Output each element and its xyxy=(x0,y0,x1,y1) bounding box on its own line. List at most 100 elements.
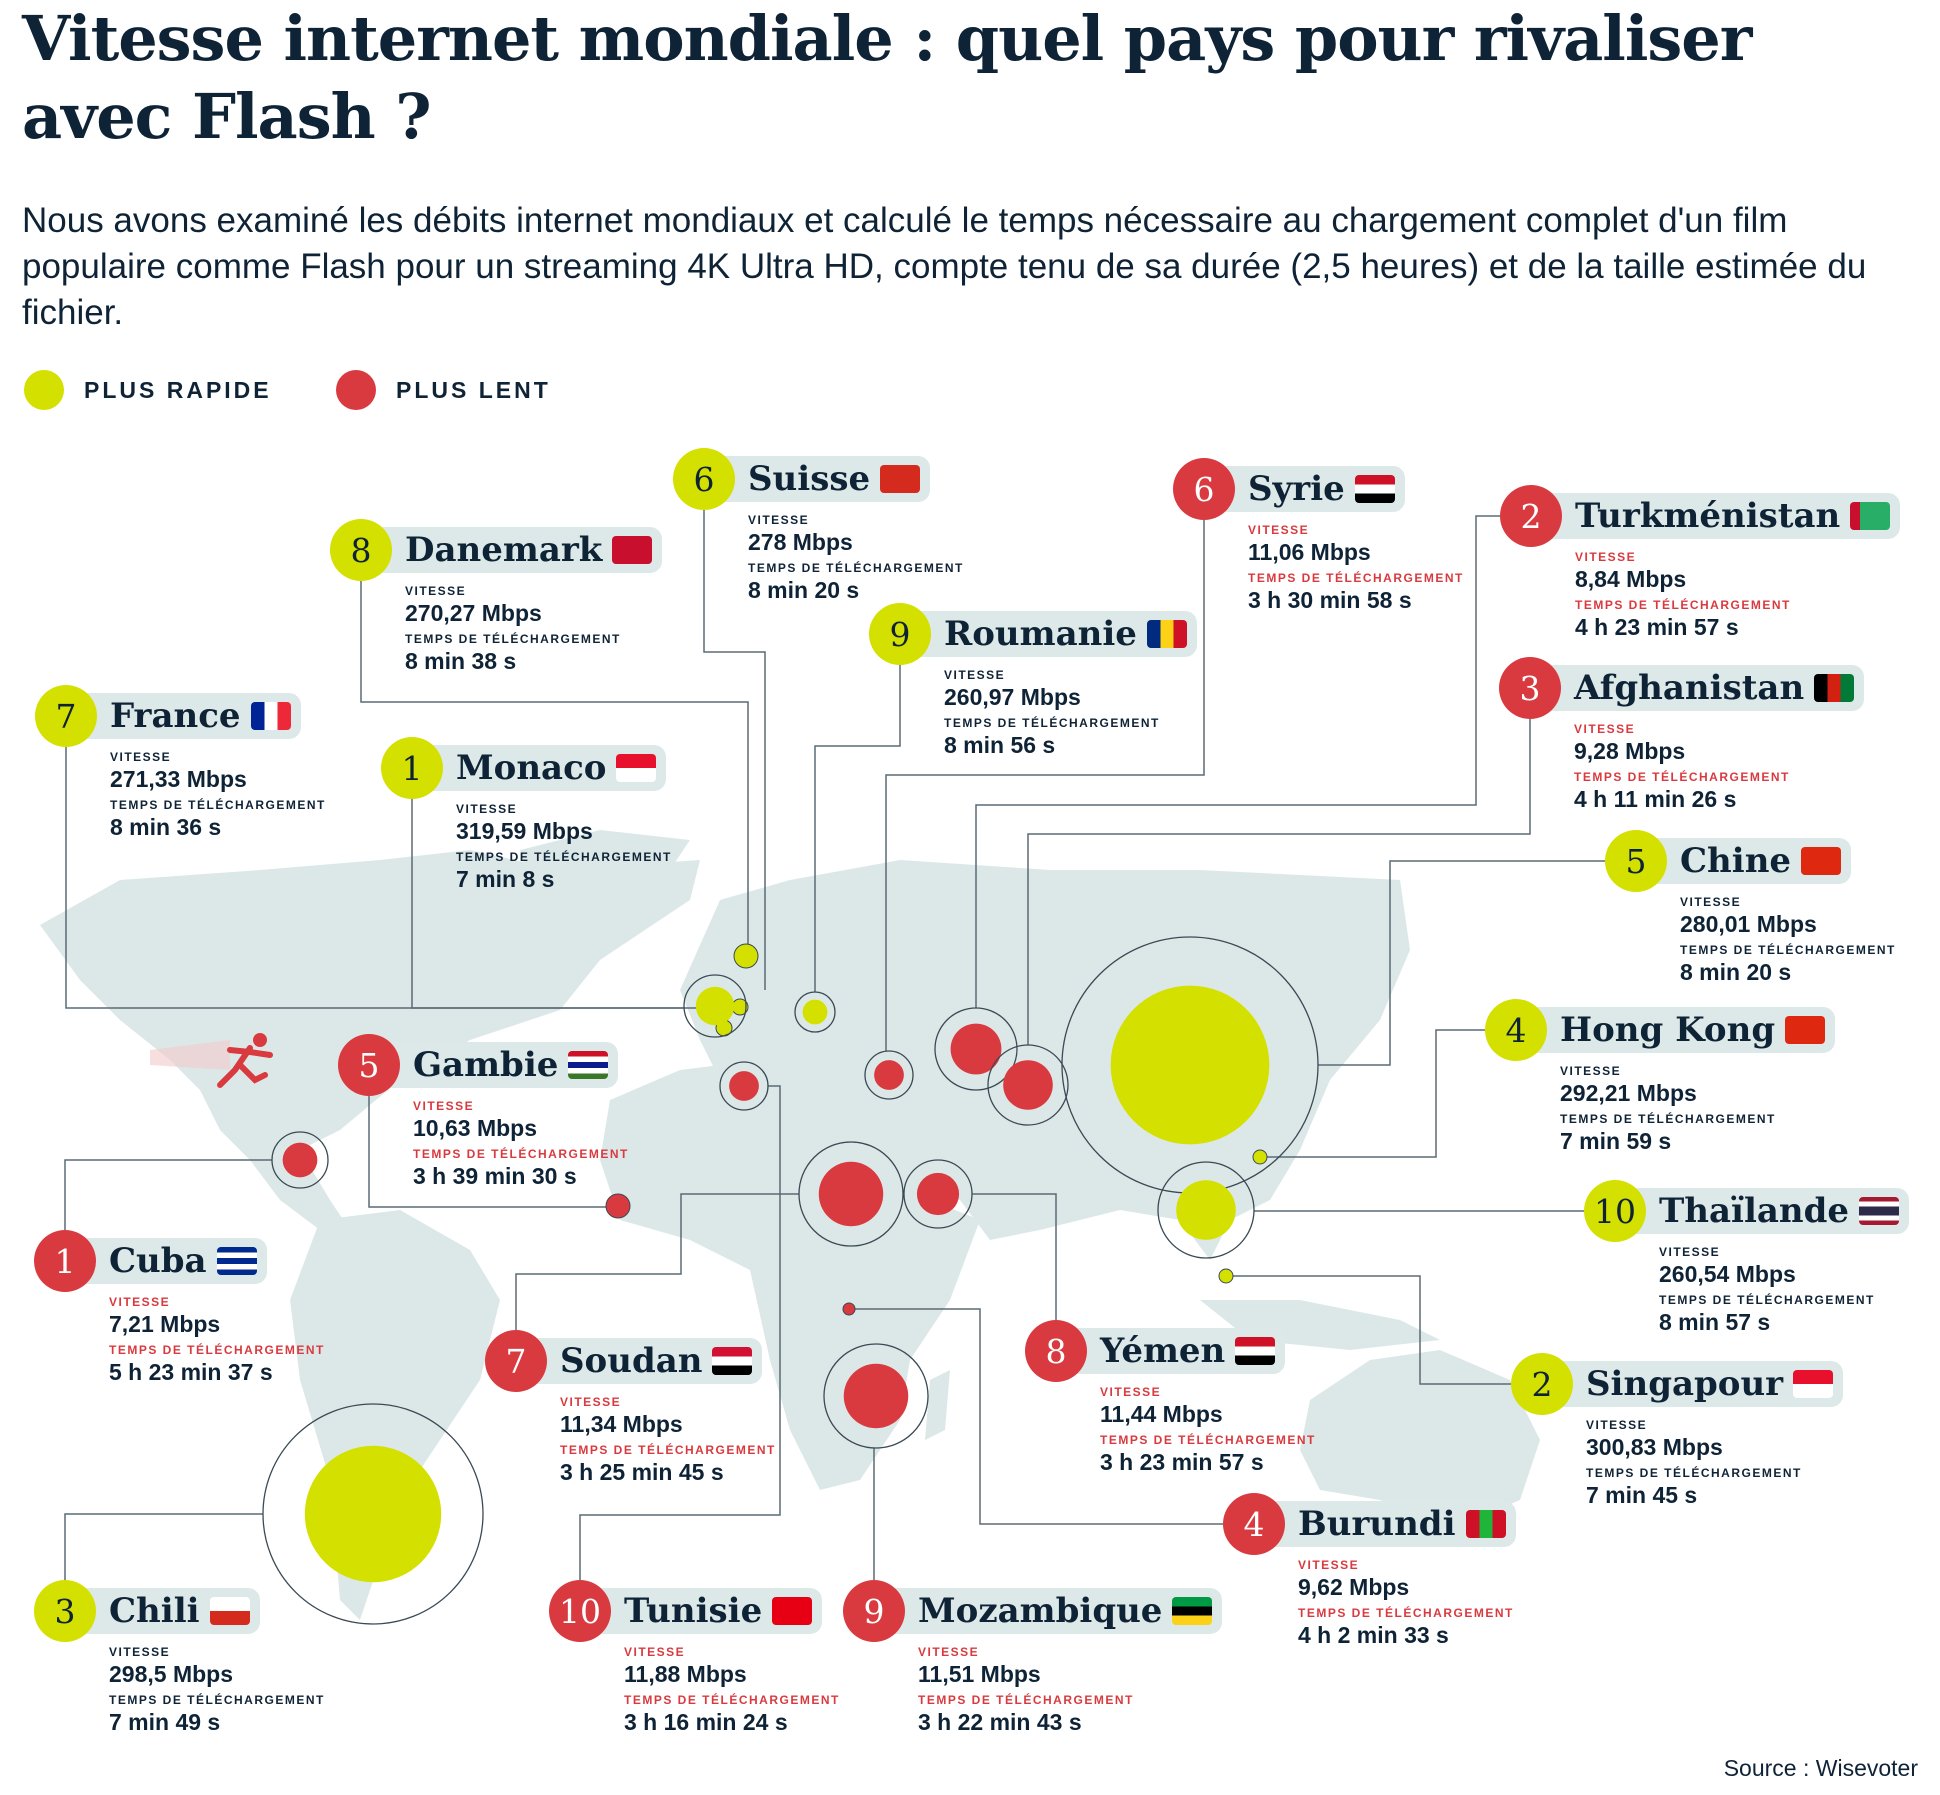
land-madagascar xyxy=(925,1370,950,1440)
land-greenland xyxy=(520,830,690,930)
country-name: Tunisie xyxy=(624,1591,763,1631)
rank-badge: 3 xyxy=(34,1580,96,1642)
country-shape-singapour xyxy=(1218,1268,1234,1284)
speed-value: 270,27 Mbps xyxy=(405,600,542,626)
time-label: TEMPS DE TÉLÉCHARGEMENT xyxy=(748,561,964,575)
time-label: TEMPS DE TÉLÉCHARGEMENT xyxy=(1248,571,1464,585)
legend-fast-label: PLUS RAPIDE xyxy=(84,376,272,403)
red-dot-icon xyxy=(336,370,376,410)
time-label: TEMPS DE TÉLÉCHARGEMENT xyxy=(405,632,621,646)
time-value: 3 h 30 min 58 s xyxy=(1248,587,1412,613)
time-label: TEMPS DE TÉLÉCHARGEMENT xyxy=(110,798,326,812)
country-shape-roumanie xyxy=(802,999,828,1025)
time-label: TEMPS DE TÉLÉCHARGEMENT xyxy=(1680,943,1896,957)
country-shape-gambie xyxy=(605,1193,631,1219)
country-stats: VITESSE 9,28 Mbps TEMPS DE TÉLÉCHARGEMEN… xyxy=(1574,721,1790,817)
speed-value: 278 Mbps xyxy=(748,529,853,555)
speed-label: VITESSE xyxy=(110,750,172,764)
rank-badge: 9 xyxy=(869,603,931,665)
flag-icon xyxy=(209,1597,250,1625)
country-name: Danemark xyxy=(405,530,603,570)
flag-icon xyxy=(1850,502,1891,530)
time-value: 8 min 36 s xyxy=(110,814,222,840)
speed-label: VITESSE xyxy=(413,1099,475,1113)
flag-icon xyxy=(1354,475,1395,503)
country-label: Roumanie xyxy=(900,611,1197,657)
speed-value: 9,28 Mbps xyxy=(1574,738,1686,764)
country-name: Afghanistan xyxy=(1574,668,1805,708)
time-value: 3 h 23 min 57 s xyxy=(1100,1449,1264,1475)
connector-singapour xyxy=(1233,1275,1511,1385)
country-stats: VITESSE 319,59 Mbps TEMPS DE TÉLÉCHARGEM… xyxy=(456,801,672,897)
intro-text: Nous avons examiné les débits internet m… xyxy=(22,201,1867,332)
rank-badge: 4 xyxy=(1223,1493,1285,1555)
speed-label: VITESSE xyxy=(1659,1245,1721,1259)
time-value: 3 h 22 min 43 s xyxy=(918,1709,1082,1735)
zoom-ring-mozambique xyxy=(823,1343,929,1449)
country-label: France xyxy=(66,693,301,739)
connector-tunisie xyxy=(579,1085,781,1580)
country-stats: VITESSE 300,83 Mbps TEMPS DE TÉLÉCHARGEM… xyxy=(1586,1417,1802,1513)
time-value: 3 h 16 min 24 s xyxy=(624,1709,788,1735)
speed-label: VITESSE xyxy=(944,668,1006,682)
country-name: Syrie xyxy=(1248,469,1345,509)
country-stats: VITESSE 11,51 Mbps TEMPS DE TÉLÉCHARGEME… xyxy=(918,1644,1134,1740)
flag-icon xyxy=(1793,1370,1834,1398)
country-name: Hong Kong xyxy=(1560,1010,1776,1050)
speed-label: VITESSE xyxy=(1248,523,1310,537)
country-shape-france xyxy=(695,986,735,1026)
country-shape-thailande xyxy=(1176,1180,1236,1240)
country-label: Cuba xyxy=(65,1238,267,1284)
zoom-ring-syrie xyxy=(864,1050,914,1100)
country-name: Thaïlande xyxy=(1659,1191,1850,1231)
speed-label: VITESSE xyxy=(624,1645,686,1659)
flag-icon xyxy=(616,754,657,782)
rank-badge: 4 xyxy=(1485,999,1547,1061)
legend-slow: PLUS LENT xyxy=(336,370,551,410)
connector-chine xyxy=(1318,860,1605,1066)
zoom-ring-roumanie xyxy=(794,991,836,1033)
legend-fast: PLUS RAPIDE xyxy=(24,370,272,410)
land-north-america xyxy=(40,850,700,1160)
time-label: TEMPS DE TÉLÉCHARGEMENT xyxy=(1575,598,1791,612)
rank-badge: 1 xyxy=(381,737,443,799)
speed-value: 10,63 Mbps xyxy=(413,1115,537,1141)
country-stats: VITESSE 298,5 Mbps TEMPS DE TÉLÉCHARGEME… xyxy=(109,1644,325,1740)
land-central-america xyxy=(250,1150,350,1230)
flag-icon xyxy=(1801,847,1842,875)
country-shape-soudan xyxy=(818,1161,884,1227)
country-label: Singapour xyxy=(1542,1361,1844,1407)
rank-badge: 7 xyxy=(35,685,97,747)
speed-label: VITESSE xyxy=(1680,895,1742,909)
time-value: 5 h 23 min 37 s xyxy=(109,1359,273,1385)
rank-badge: 5 xyxy=(1605,830,1667,892)
time-value: 7 min 45 s xyxy=(1586,1482,1698,1508)
speed-label: VITESSE xyxy=(109,1295,171,1309)
country-name: Chili xyxy=(109,1591,200,1631)
country-name: Chine xyxy=(1680,841,1792,881)
time-value: 8 min 20 s xyxy=(748,577,860,603)
time-label: TEMPS DE TÉLÉCHARGEMENT xyxy=(1659,1293,1875,1307)
country-shape-afghanistan xyxy=(1003,1060,1053,1110)
speed-value: 271,33 Mbps xyxy=(110,766,247,792)
rank-badge: 6 xyxy=(673,448,735,510)
speed-label: VITESSE xyxy=(560,1395,622,1409)
rank-badge: 8 xyxy=(330,519,392,581)
country-name: Turkménistan xyxy=(1575,496,1841,536)
time-value: 4 h 23 min 57 s xyxy=(1575,614,1739,640)
source-text: Source : Wisevoter xyxy=(1723,1755,1918,1781)
country-name: Mozambique xyxy=(918,1591,1163,1631)
flag-icon xyxy=(1859,1197,1900,1225)
country-shape-cuba xyxy=(282,1142,318,1178)
country-name: France xyxy=(110,696,241,736)
continents xyxy=(40,830,1540,1620)
country-stats: VITESSE 280,01 Mbps TEMPS DE TÉLÉCHARGEM… xyxy=(1680,894,1896,990)
country-shape-chine xyxy=(1110,985,1270,1145)
connector-afghanistan xyxy=(1027,719,1531,1045)
time-label: TEMPS DE TÉLÉCHARGEMENT xyxy=(1100,1433,1316,1447)
rank-badge: 6 xyxy=(1173,458,1235,520)
connector-syrie xyxy=(885,520,1205,1051)
country-shape-tunisie xyxy=(729,1071,759,1101)
speed-label: VITESSE xyxy=(748,513,810,527)
